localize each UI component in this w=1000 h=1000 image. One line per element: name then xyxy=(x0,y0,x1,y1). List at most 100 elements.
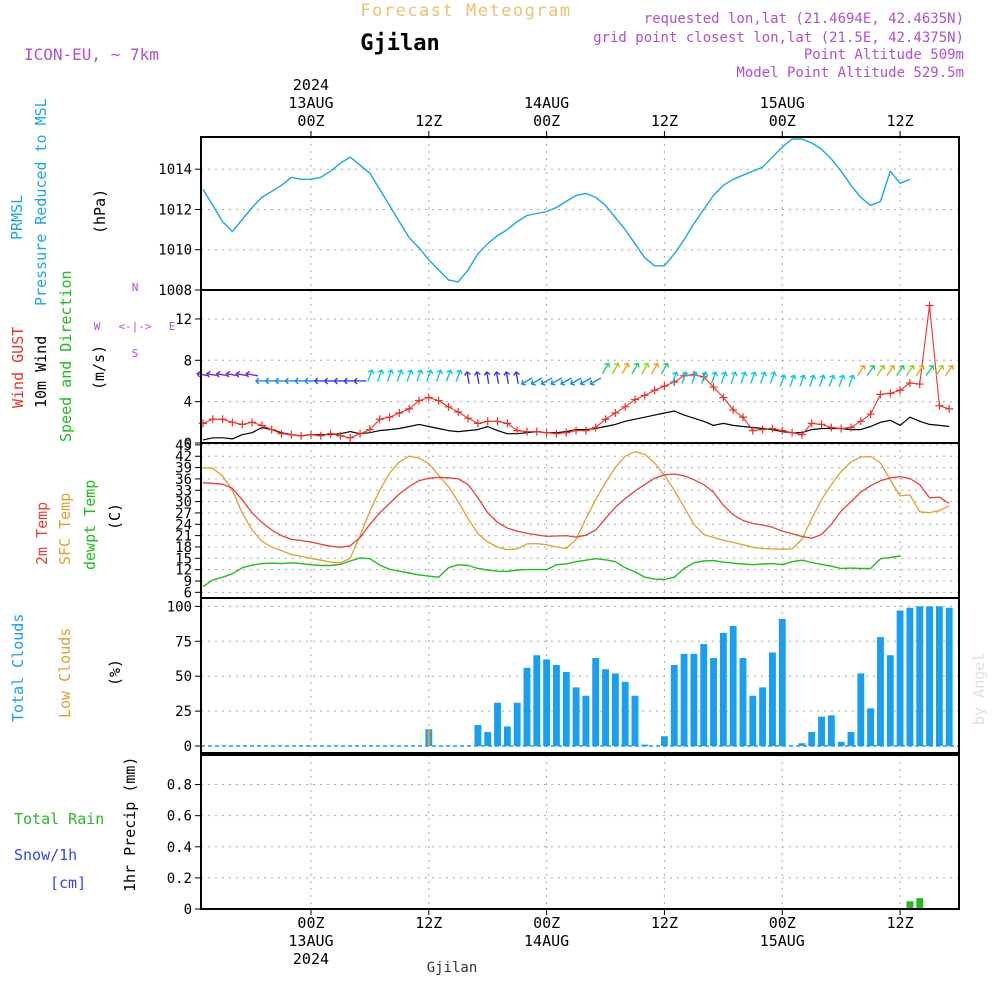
clouds-ytick-label: 0 xyxy=(184,739,192,755)
total-cloud-bar xyxy=(474,725,482,747)
precip-ytick-label: 0.2 xyxy=(167,871,192,887)
precip-panel-frame xyxy=(200,754,960,910)
gust-marker xyxy=(385,413,394,422)
pressure-ytick-label: 1010 xyxy=(158,243,192,259)
wind-direction-arrow xyxy=(406,369,414,382)
bottom-time-label: 13AUG xyxy=(288,932,333,950)
gust-marker xyxy=(856,417,865,426)
wind-direction-arrow-shape xyxy=(651,362,660,375)
wind-direction-arrow xyxy=(828,374,836,387)
total-cloud-bar xyxy=(769,652,776,747)
gust-marker xyxy=(414,396,423,405)
clouds-ytick-label: 50 xyxy=(175,669,192,685)
wind-direction-arrow xyxy=(886,364,896,376)
wind-direction-arrow xyxy=(570,377,582,386)
total-cloud-bar xyxy=(808,732,816,747)
pressure-ytick-label: 1008 xyxy=(158,283,192,299)
gust-marker xyxy=(719,393,728,402)
total-cloud-bar xyxy=(543,659,551,747)
gust-marker xyxy=(346,433,355,442)
wind-direction-arrow-shape xyxy=(611,362,621,375)
wind-direction-arrow xyxy=(520,377,533,386)
gust-marker xyxy=(218,415,227,424)
total-cloud-bar xyxy=(700,644,708,747)
gust-marker xyxy=(797,430,806,439)
wind-direction-arrow-shape xyxy=(235,370,249,378)
wind-direction-arrow-shape xyxy=(215,370,229,378)
gust-marker xyxy=(660,382,669,391)
gust-marker xyxy=(621,402,630,411)
wind-direction-arrow-shape xyxy=(621,362,630,375)
gust-marker xyxy=(925,301,934,310)
wind-direction-arrow-shape xyxy=(589,377,602,386)
wind-direction-arrow xyxy=(750,371,758,384)
temperature-ytick-label: 42 xyxy=(175,449,192,465)
gust-marker xyxy=(297,431,306,440)
wind-direction-arrow-shape xyxy=(513,370,520,384)
wind-direction-arrow-shape xyxy=(799,374,807,387)
top-time-label: 12Z xyxy=(651,112,678,130)
wind-panel-frame xyxy=(200,289,960,444)
gust-marker xyxy=(257,421,266,430)
wind-direction-arrow xyxy=(196,370,209,378)
gust-label: Wind GUST xyxy=(9,327,27,408)
wind-direction-arrow-shape xyxy=(455,369,463,382)
wind-direction-arrow xyxy=(530,377,543,386)
gust-marker xyxy=(640,391,649,400)
gust-marker xyxy=(650,386,659,395)
temperature-ytick-label: 9 xyxy=(184,574,192,590)
bottom-time-label: 15AUG xyxy=(760,932,805,950)
gust-marker xyxy=(483,417,492,426)
low-cloud-label: Low Clouds xyxy=(56,628,74,718)
gust-marker xyxy=(837,424,846,433)
total-cloud-bar xyxy=(680,653,688,747)
wind-direction-arrow xyxy=(483,370,491,384)
wind-direction-arrow xyxy=(426,369,434,382)
total-cloud-bar xyxy=(552,665,560,747)
sfc-temp-label: SFC Temp xyxy=(56,493,74,565)
wind-direction-arrow-shape xyxy=(426,369,434,382)
total-cloud-bar xyxy=(582,695,590,747)
wind-direction-arrow-shape xyxy=(601,362,611,375)
gust-marker xyxy=(375,415,384,424)
wind-direction-arrow xyxy=(681,371,689,384)
gust-marker xyxy=(228,418,237,427)
gust-marker xyxy=(817,420,826,429)
wind-direction-arrow xyxy=(611,362,621,375)
wind-direction-arrow-shape xyxy=(935,364,945,376)
total-cloud-bar xyxy=(945,607,953,747)
wind-direction-arrow xyxy=(376,369,385,382)
total-cloud-bar xyxy=(837,741,845,747)
temperature-ytick-label: 36 xyxy=(175,472,192,488)
temperature-ytick-label: 15 xyxy=(175,551,192,567)
compass-arrows: <-|-> xyxy=(118,320,151,333)
wind-direction-arrow xyxy=(621,362,630,375)
gust-marker xyxy=(729,405,738,414)
wind-direction-arrow-shape xyxy=(925,364,935,376)
wind-direction-arrow-shape xyxy=(435,369,444,382)
gust-marker xyxy=(395,409,404,418)
wind-direction-arrow-shape xyxy=(856,364,866,376)
gust-marker xyxy=(473,419,482,428)
wind-direction-arrow-shape xyxy=(520,377,533,386)
pressure-ytick-label: 1012 xyxy=(158,202,192,218)
top-time-label: 2024 xyxy=(293,76,329,94)
wind-direction-arrow-shape xyxy=(464,370,471,384)
wind-direction-arrow-shape xyxy=(818,374,827,387)
wind-direction-arrow-shape xyxy=(671,371,679,384)
wind-direction-arrow-shape xyxy=(779,374,787,387)
wind-direction-arrow xyxy=(925,364,935,376)
gust-marker xyxy=(886,389,895,398)
gust-marker xyxy=(572,426,581,435)
gust-marker xyxy=(601,415,610,424)
wind-direction-arrow xyxy=(660,362,670,375)
total-cloud-bar xyxy=(798,743,806,747)
wind-direction-arrow-shape xyxy=(789,374,797,387)
gust-marker xyxy=(846,423,855,432)
wind-direction-arrow-shape xyxy=(416,369,424,382)
wind-direction-arrow xyxy=(367,369,375,382)
precip-bar xyxy=(916,898,924,909)
gust-marker xyxy=(267,425,276,434)
total-cloud-bar xyxy=(690,653,698,747)
